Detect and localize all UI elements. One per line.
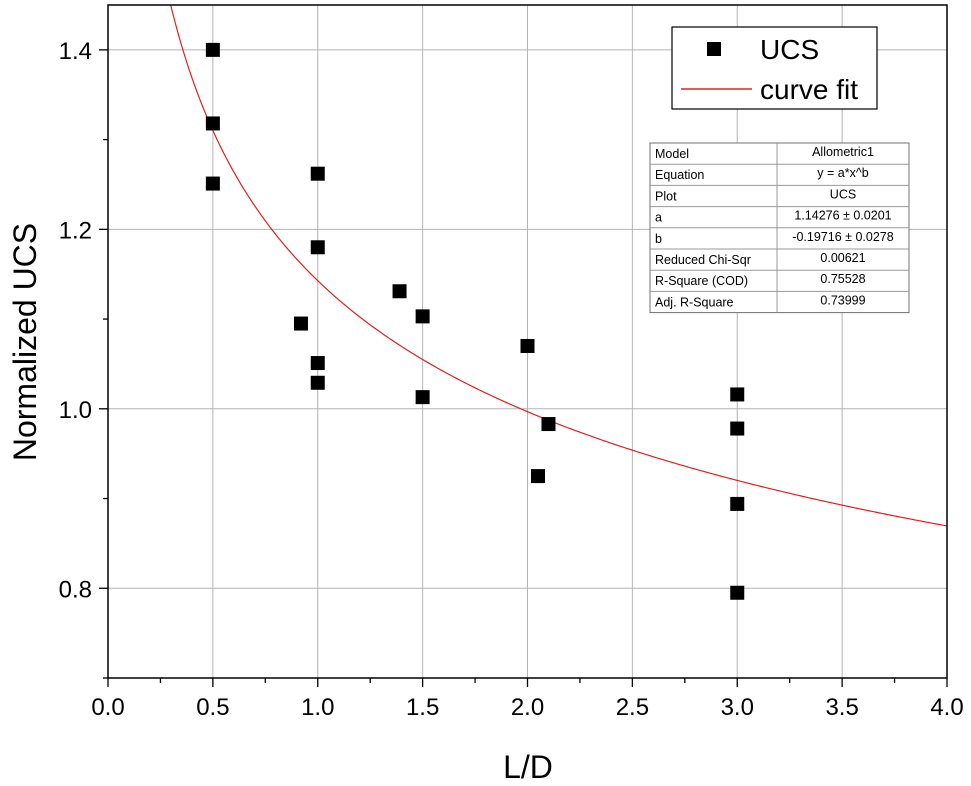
ucs-point-14 bbox=[730, 387, 745, 402]
stats-value-4: -0.19716 ± 0.0278 bbox=[792, 230, 893, 244]
legend-ucs-label: UCS bbox=[760, 34, 819, 65]
x-tick-label-5: 2.5 bbox=[616, 694, 649, 721]
x-axis-title: L/D bbox=[503, 749, 553, 785]
legend-curve-fit-label: curve fit bbox=[760, 74, 858, 105]
stats-label-1: Equation bbox=[655, 168, 704, 182]
ucs-point-4 bbox=[310, 240, 325, 255]
stats-label-5: Reduced Chi-Sqr bbox=[655, 253, 751, 267]
y-tick-label-1: 1.0 bbox=[59, 397, 92, 424]
stats-label-4: b bbox=[655, 232, 662, 246]
axis-ticks bbox=[99, 49, 948, 687]
x-tick-label-4: 2.0 bbox=[511, 694, 544, 721]
tick-labels: 0.0 0.5 1.0 1.5 2.0 2.5 3.0 3.5 4.0 0.8 1.0 1.2 1.4 bbox=[59, 38, 964, 721]
stats-label-3: a bbox=[655, 211, 662, 225]
stats-value-7: 0.73999 bbox=[820, 293, 865, 307]
ucs-point-8 bbox=[392, 284, 407, 299]
x-tick-label-0: 0.0 bbox=[91, 694, 124, 721]
stats-value-2: UCS bbox=[830, 187, 856, 201]
x-tick-label-8: 4.0 bbox=[930, 694, 963, 721]
ucs-point-15 bbox=[730, 421, 745, 436]
ucs-point-16 bbox=[730, 496, 745, 511]
ucs-points bbox=[205, 42, 745, 600]
x-tick-label-3: 1.5 bbox=[406, 694, 439, 721]
ucs-point-2 bbox=[205, 176, 220, 191]
y-tick-label-3: 1.4 bbox=[59, 38, 92, 65]
legend: UCS curve fit bbox=[671, 26, 878, 110]
ucs-point-17 bbox=[730, 585, 745, 600]
stats-value-0: Allometric1 bbox=[812, 145, 874, 159]
ucs-point-10 bbox=[415, 390, 430, 405]
stats-value-1: y = a*x^b bbox=[817, 166, 868, 180]
legend-ucs-marker bbox=[707, 42, 721, 56]
ucs-point-5 bbox=[293, 316, 308, 331]
ucs-point-13 bbox=[541, 417, 556, 432]
y-tick-label-0: 0.8 bbox=[59, 576, 92, 603]
fit-statistics-table: Model Allometric1 Equation y = a*x^b Plot UCS… bbox=[649, 142, 910, 314]
y-tick-label-2: 1.2 bbox=[59, 217, 92, 244]
stats-value-5: 0.00621 bbox=[820, 251, 865, 265]
ucs-point-7 bbox=[310, 375, 325, 390]
stats-value-3: 1.14276 ± 0.0201 bbox=[794, 209, 891, 223]
legend-box bbox=[671, 26, 878, 110]
y-axis-title: Normalized UCS bbox=[7, 223, 43, 461]
stats-label-0: Model bbox=[655, 147, 689, 161]
ucs-point-0 bbox=[205, 42, 220, 57]
ucs-point-11 bbox=[520, 338, 535, 353]
x-tick-label-2: 1.0 bbox=[301, 694, 334, 721]
stats-label-6: R-Square (COD) bbox=[655, 274, 748, 288]
stats-value-6: 0.75528 bbox=[820, 272, 865, 286]
ucs-point-6 bbox=[310, 356, 325, 371]
stats-label-2: Plot bbox=[655, 189, 677, 203]
x-tick-label-6: 3.0 bbox=[721, 694, 754, 721]
ucs-point-1 bbox=[205, 116, 220, 131]
ucs-point-9 bbox=[415, 309, 430, 324]
x-tick-label-1: 0.5 bbox=[196, 694, 229, 721]
ucs-point-3 bbox=[310, 166, 325, 181]
stats-label-7: Adj. R-Square bbox=[655, 295, 734, 309]
ucs-point-12 bbox=[530, 469, 545, 484]
x-tick-label-7: 3.5 bbox=[825, 694, 858, 721]
